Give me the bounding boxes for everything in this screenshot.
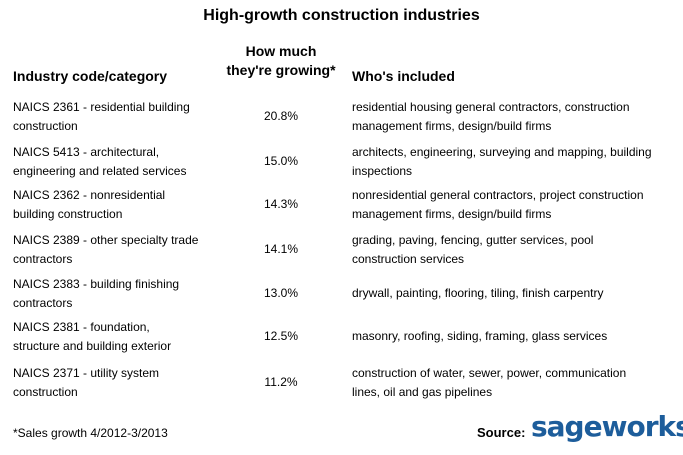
table-row: NAICS 2361 - residential building constr… <box>0 98 683 142</box>
whos-included-line: drywall, painting, flooring, tiling, fin… <box>352 286 604 300</box>
industry-code-line: NAICS 2383 - building finishing <box>13 277 180 291</box>
industry-code-line: contractors <box>13 252 73 266</box>
source-label: Source: <box>477 425 526 440</box>
whos-included-cell: residential housing general contractors,… <box>352 98 672 136</box>
whos-included-cell: architects, engineering, surveying and m… <box>352 143 672 181</box>
header-growth-line1: How much <box>245 43 317 59</box>
whos-included-line: residential housing general contractors,… <box>352 100 630 114</box>
industry-code-line: contractors <box>13 296 73 310</box>
table-row: NAICS 2362 - nonresidential building con… <box>0 186 683 230</box>
industry-code-cell: NAICS 2361 - residential building constr… <box>13 98 218 136</box>
industry-code-line: building construction <box>13 207 123 221</box>
footnote: *Sales growth 4/2012-3/2013 <box>13 426 168 440</box>
whos-included-cell: masonry, roofing, siding, framing, glass… <box>352 327 672 346</box>
growth-cell: 13.0% <box>263 286 299 300</box>
whos-included-line: inspections <box>352 164 413 178</box>
industry-code-line: NAICS 2371 - utility system <box>13 366 160 380</box>
table-row: NAICS 2381 - foundation, structure and b… <box>0 318 683 362</box>
industry-code-cell: NAICS 2389 - other specialty trade contr… <box>13 231 218 269</box>
industry-code-cell: NAICS 2381 - foundation, structure and b… <box>13 318 218 356</box>
industry-code-line: construction <box>13 119 78 133</box>
industry-code-line: NAICS 2389 - other specialty trade <box>13 233 199 247</box>
growth-cell: 14.3% <box>263 197 299 211</box>
header-growth-line2: they're growing* <box>226 62 336 78</box>
whos-included-line: construction of water, sewer, power, com… <box>352 366 627 380</box>
industry-code-line: NAICS 5413 - architectural, <box>13 145 160 159</box>
whos-included-line: grading, paving, fencing, gutter service… <box>352 233 594 247</box>
whos-included-line: architects, engineering, surveying and m… <box>352 145 652 159</box>
growth-cell: 20.8% <box>263 109 299 123</box>
industry-code-line: NAICS 2361 - residential building <box>13 100 190 114</box>
industry-code-cell: NAICS 2383 - building finishing contract… <box>13 275 218 313</box>
industry-code-line: structure and building exterior <box>13 339 172 353</box>
industry-code-line: engineering and related services <box>13 164 187 178</box>
whos-included-line: management firms, design/build firms <box>352 207 552 221</box>
logo-text: sageworks <box>531 410 683 443</box>
whos-included-line: management firms, design/build firms <box>352 119 552 133</box>
growth-cell: 11.2% <box>264 375 298 389</box>
table-row: NAICS 5413 - architectural, engineering … <box>0 143 683 187</box>
whos-included-cell: nonresidential general contractors, proj… <box>352 186 672 224</box>
header-industry-code: Industry code/category <box>13 68 168 84</box>
whos-included-cell: construction of water, sewer, power, com… <box>352 364 672 402</box>
industry-code-cell: NAICS 5413 - architectural, engineering … <box>13 143 218 181</box>
table-row: NAICS 2389 - other specialty trade contr… <box>0 231 683 275</box>
industry-code-line: construction <box>13 385 78 399</box>
page-title: High-growth construction industries <box>203 7 480 24</box>
growth-cell: 12.5% <box>263 329 299 343</box>
whos-included-cell: grading, paving, fencing, gutter service… <box>352 231 672 269</box>
whos-included-line: construction services <box>352 252 465 266</box>
table-row: NAICS 2383 - building finishing contract… <box>0 275 683 319</box>
whos-included-line: lines, oil and gas pipelines <box>352 385 493 399</box>
industry-code-cell: NAICS 2362 - nonresidential building con… <box>13 186 218 224</box>
sageworks-logo: sageworks™ <box>531 410 683 443</box>
table-row: NAICS 2371 - utility system construction… <box>0 364 683 408</box>
whos-included-cell: drywall, painting, flooring, tiling, fin… <box>352 284 672 303</box>
whos-included-line: nonresidential general contractors, proj… <box>352 188 644 202</box>
header-whos-included: Who's included <box>352 68 455 84</box>
industry-code-line: NAICS 2362 - nonresidential <box>13 188 166 202</box>
growth-cell: 14.1% <box>263 242 299 256</box>
growth-cell: 15.0% <box>263 154 299 168</box>
header-growth: How much they're growing* <box>216 42 346 80</box>
industry-code-cell: NAICS 2371 - utility system construction <box>13 364 218 402</box>
whos-included-line: masonry, roofing, siding, framing, glass… <box>352 329 608 343</box>
industry-code-line: NAICS 2381 - foundation, <box>13 320 150 334</box>
